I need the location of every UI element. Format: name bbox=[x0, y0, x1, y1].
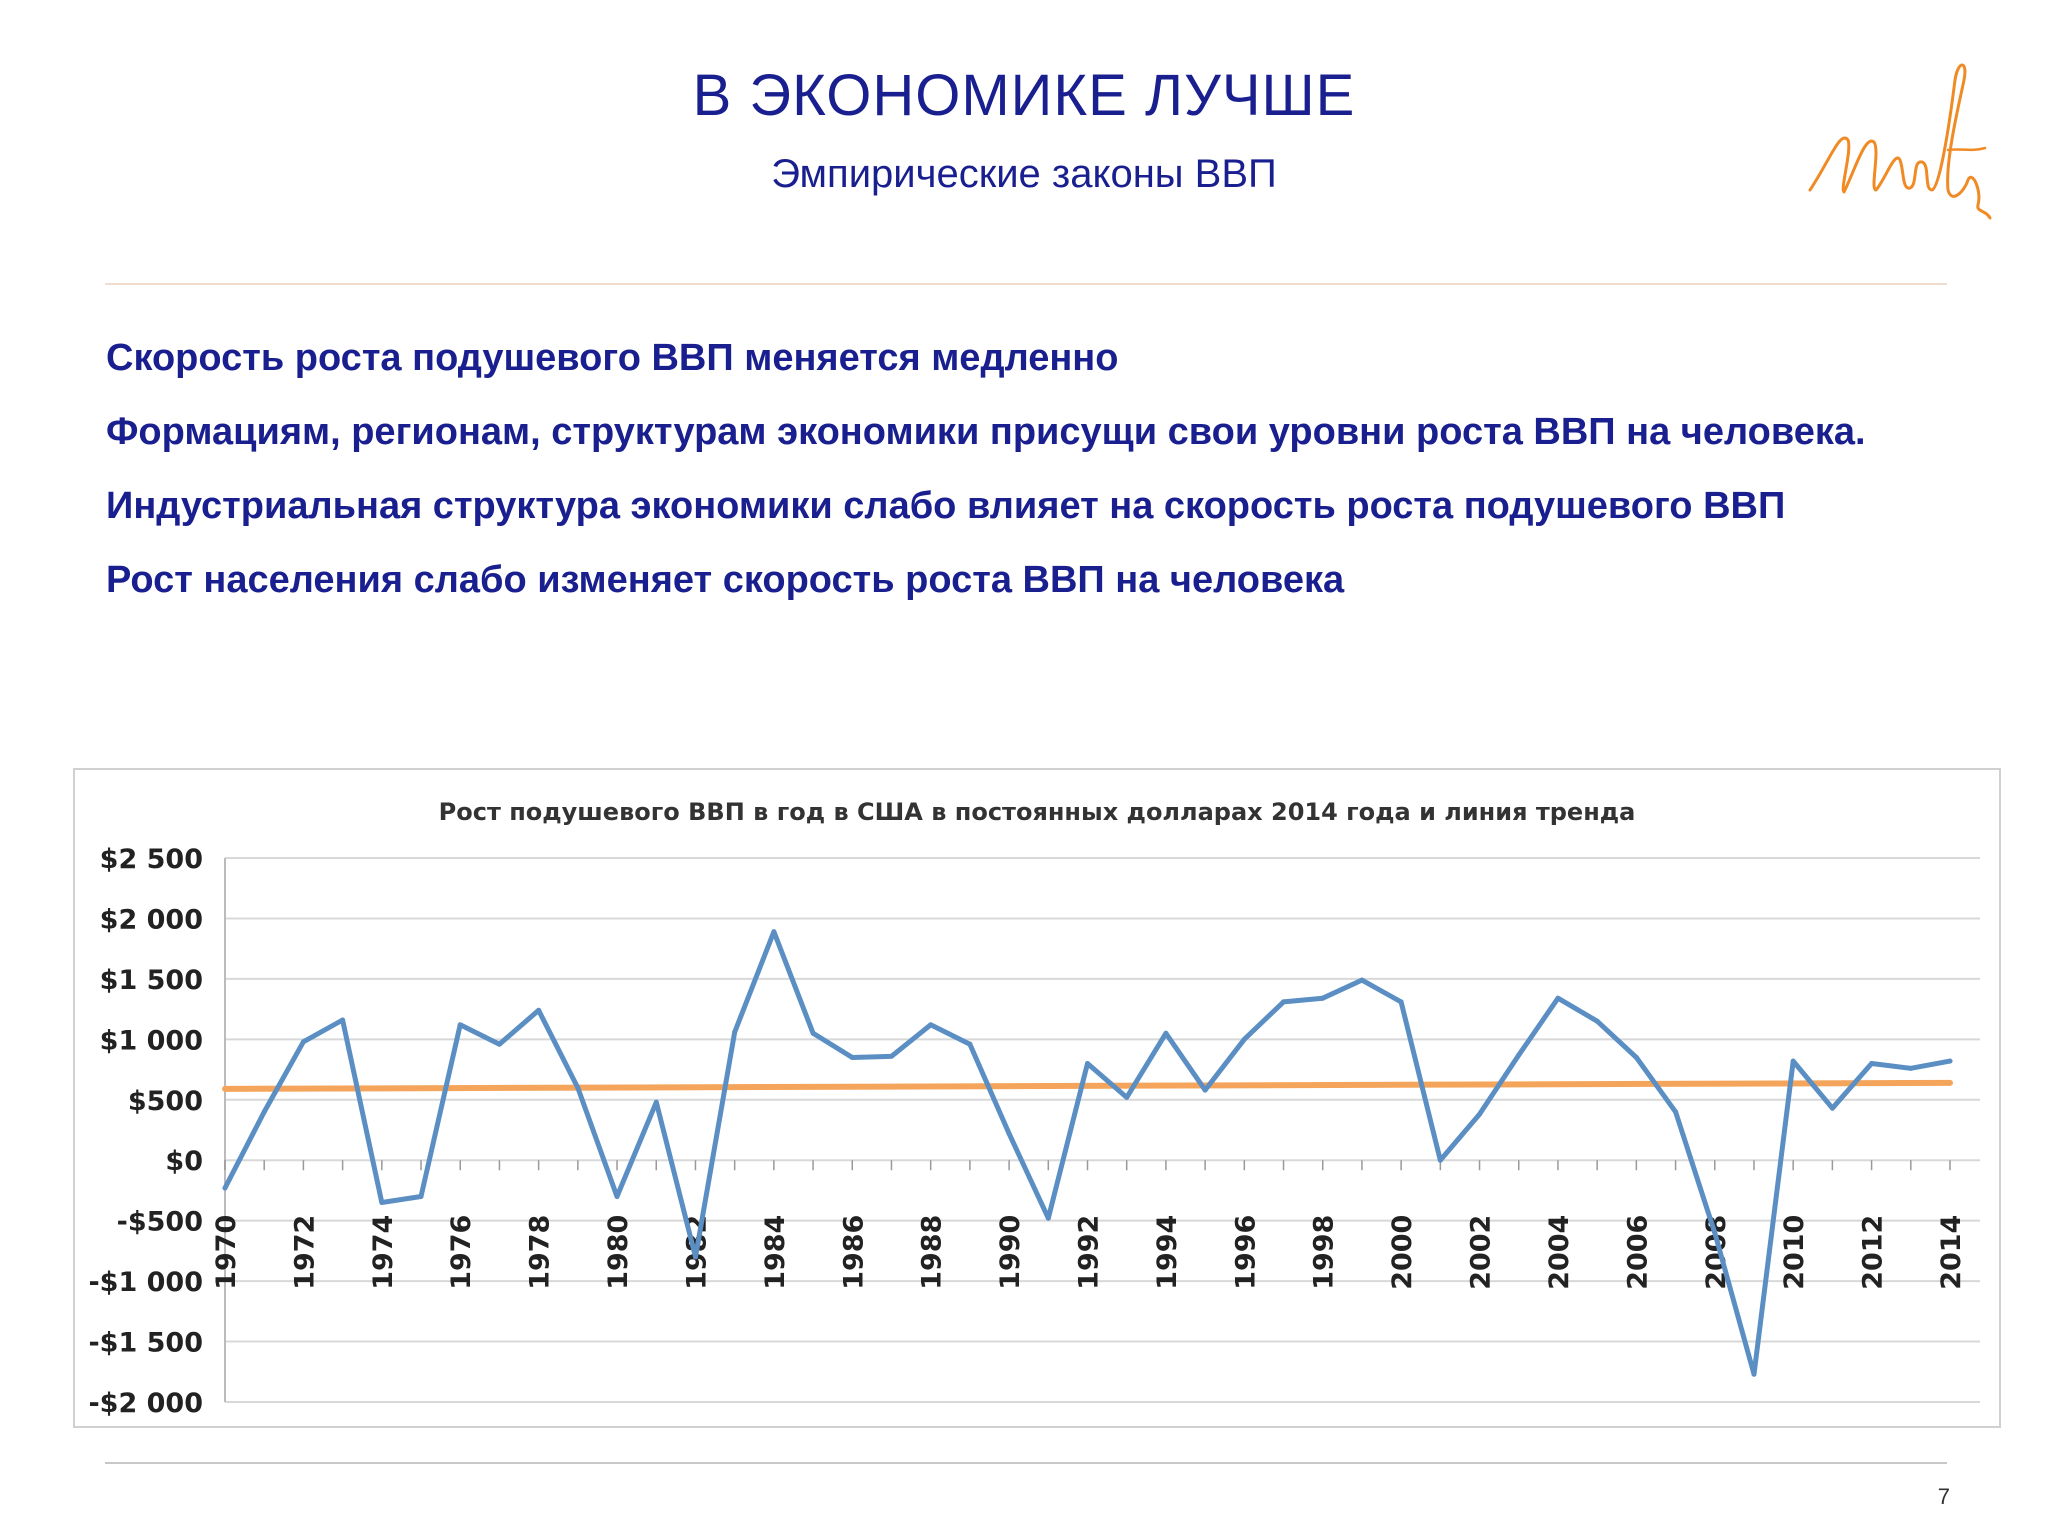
data-point bbox=[771, 929, 777, 935]
data-point bbox=[1751, 1371, 1757, 1377]
x-tick-label: 1986 bbox=[838, 1215, 869, 1290]
y-tick-label: $1 500 bbox=[100, 965, 203, 996]
data-point bbox=[928, 1022, 934, 1028]
data-point bbox=[222, 1185, 228, 1191]
data-point bbox=[379, 1200, 385, 1206]
y-tick-label: $2 500 bbox=[100, 844, 203, 875]
data-point bbox=[1712, 1230, 1718, 1236]
data-point bbox=[732, 1029, 738, 1035]
bullet-list: Скорость роста подушевого ВВП меняется м… bbox=[106, 330, 1966, 626]
signature-logo bbox=[1808, 63, 1992, 220]
gdp-growth-chart: Рост подушевого ВВП в год в США в постоя… bbox=[88, 798, 1980, 1419]
x-tick-label: 1972 bbox=[289, 1215, 320, 1290]
slide-subtitle: Эмпирические законы ВВП bbox=[771, 152, 1277, 196]
y-tick-label: -$1 500 bbox=[88, 1328, 203, 1359]
x-tick-label: 1970 bbox=[211, 1215, 242, 1290]
data-point bbox=[1281, 999, 1287, 1005]
x-tick-label: 2004 bbox=[1544, 1215, 1575, 1290]
series-line bbox=[222, 929, 1953, 1377]
x-tick-label: 1992 bbox=[1074, 1215, 1105, 1290]
x-tick-label: 1976 bbox=[446, 1215, 477, 1290]
bullet-item: Рост населения слабо изменяет скорость р… bbox=[106, 559, 1345, 601]
data-point bbox=[1124, 1094, 1130, 1100]
data-point bbox=[888, 1053, 894, 1059]
page-number: 7 bbox=[1937, 1484, 1950, 1509]
y-tick-label: $500 bbox=[128, 1086, 203, 1117]
top-divider bbox=[105, 283, 1947, 285]
data-point bbox=[575, 1085, 581, 1091]
x-tick-label: 1990 bbox=[995, 1215, 1026, 1290]
x-tick-label: 1974 bbox=[368, 1215, 399, 1290]
y-tick-label: $1 000 bbox=[100, 1025, 203, 1056]
slide-title: В ЭКОНОМИКЕ ЛУЧШЕ bbox=[692, 63, 1356, 128]
data-point bbox=[1437, 1157, 1443, 1163]
data-point bbox=[1163, 1030, 1169, 1036]
data-point bbox=[1006, 1131, 1012, 1137]
x-tick-label: 2014 bbox=[1936, 1215, 1967, 1290]
data-point bbox=[418, 1193, 424, 1199]
bullet-item: Индустриальная структура экономики слабо… bbox=[106, 485, 1786, 527]
data-point bbox=[1202, 1087, 1208, 1093]
data-point bbox=[1085, 1061, 1090, 1067]
data-point bbox=[1790, 1058, 1796, 1064]
bullet-item: Формациям, регионам, структурам экономик… bbox=[106, 411, 1866, 453]
y-tick-label: -$2 000 bbox=[88, 1388, 203, 1419]
x-tick-label: 2010 bbox=[1779, 1215, 1810, 1290]
y-tick-label: -$1 000 bbox=[88, 1267, 203, 1298]
bottom-divider bbox=[105, 1462, 1947, 1464]
data-point bbox=[536, 1007, 542, 1013]
data-point bbox=[1398, 999, 1404, 1005]
data-point bbox=[1241, 1036, 1247, 1042]
data-point bbox=[1673, 1109, 1679, 1115]
data-point bbox=[1633, 1054, 1639, 1060]
data-point bbox=[967, 1041, 973, 1047]
data-point bbox=[1594, 1018, 1600, 1024]
y-tick-label: $0 bbox=[165, 1146, 203, 1177]
data-point bbox=[1359, 977, 1365, 983]
x-tick-label: 2000 bbox=[1387, 1215, 1418, 1290]
bullet-item: Скорость роста подушевого ВВП меняется м… bbox=[106, 337, 1119, 379]
chart-frame: Рост подушевого ВВП в год в США в постоя… bbox=[73, 768, 2001, 1428]
chart-title: Рост подушевого ВВП в год в США в постоя… bbox=[439, 798, 1636, 826]
data-point bbox=[1516, 1052, 1522, 1058]
data-point bbox=[1555, 995, 1561, 1001]
x-tick-label: 1998 bbox=[1309, 1215, 1340, 1290]
x-tick-label: 2006 bbox=[1622, 1215, 1653, 1290]
x-tick-label: 2002 bbox=[1466, 1215, 1497, 1290]
data-point bbox=[1947, 1058, 1953, 1064]
data-point bbox=[810, 1030, 816, 1036]
x-tick-label: 1988 bbox=[917, 1215, 948, 1290]
data-point bbox=[1908, 1065, 1914, 1071]
y-tick-label: $2 000 bbox=[100, 904, 203, 935]
data-point bbox=[261, 1109, 267, 1115]
data-point bbox=[457, 1022, 463, 1028]
y-tick-label: -$500 bbox=[117, 1207, 203, 1238]
x-tick-label: 1978 bbox=[525, 1215, 556, 1290]
x-tick-label: 1994 bbox=[1152, 1215, 1183, 1290]
trend-line bbox=[222, 1079, 1953, 1092]
data-point bbox=[1869, 1061, 1875, 1067]
data-point bbox=[614, 1193, 620, 1199]
data-point bbox=[496, 1041, 502, 1047]
data-point bbox=[1045, 1215, 1051, 1221]
data-point bbox=[340, 1017, 346, 1023]
data-point bbox=[1829, 1105, 1835, 1111]
x-tick-label: 1984 bbox=[760, 1215, 791, 1290]
x-tick-label: 1996 bbox=[1230, 1215, 1261, 1290]
x-tick-label: 1980 bbox=[603, 1215, 634, 1290]
data-point bbox=[653, 1099, 659, 1105]
data-point bbox=[1320, 995, 1326, 1001]
x-tick-label: 2012 bbox=[1858, 1215, 1889, 1290]
data-point bbox=[300, 1039, 306, 1045]
data-point bbox=[849, 1054, 855, 1060]
data-point bbox=[1477, 1111, 1483, 1117]
data-point bbox=[692, 1254, 698, 1260]
